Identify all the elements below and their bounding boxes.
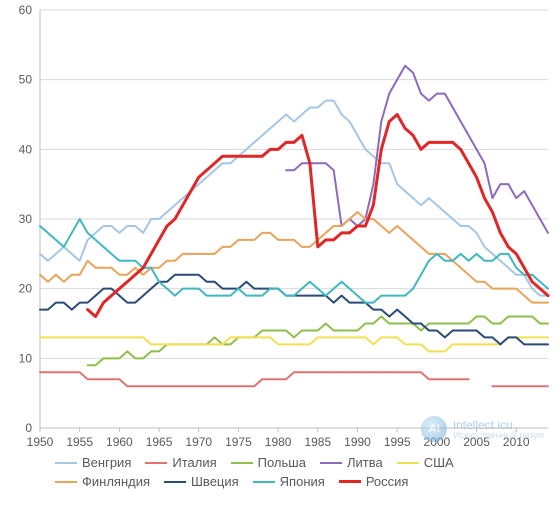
y-tick-label: 10 bbox=[19, 351, 33, 365]
watermark-subtitle: Искусственный разум bbox=[453, 430, 544, 440]
legend-item: США bbox=[397, 455, 454, 470]
legend-label: Япония bbox=[280, 474, 325, 489]
legend-swatch bbox=[320, 462, 342, 464]
x-tick-label: 1995 bbox=[384, 435, 411, 449]
legend-item: Россия bbox=[339, 474, 409, 489]
legend-swatch bbox=[253, 481, 275, 483]
y-tick-label: 20 bbox=[19, 282, 33, 296]
legend-label: Италия bbox=[172, 455, 216, 470]
y-tick-label: 30 bbox=[19, 212, 33, 226]
x-tick-label: 1990 bbox=[344, 435, 371, 449]
legend-label: Финляндия bbox=[82, 474, 150, 489]
legend: Венгрия Италия Польша Литва США Финляндия Швец… bbox=[55, 455, 535, 489]
legend-item: Польша bbox=[231, 455, 306, 470]
y-tick-label: 40 bbox=[19, 142, 33, 156]
x-tick-label: 1965 bbox=[146, 435, 173, 449]
legend-label: Венгрия bbox=[82, 455, 131, 470]
legend-item: Венгрия bbox=[55, 455, 131, 470]
legend-label: Россия bbox=[366, 474, 409, 489]
legend-item: Япония bbox=[253, 474, 325, 489]
legend-item: Финляндия bbox=[55, 474, 150, 489]
y-tick-label: 50 bbox=[19, 73, 33, 87]
x-tick-label: 1950 bbox=[27, 435, 54, 449]
x-tick-label: 1960 bbox=[106, 435, 133, 449]
x-tick-label: 1985 bbox=[304, 435, 331, 449]
legend-label: Литва bbox=[347, 455, 383, 470]
legend-label: Польша bbox=[258, 455, 306, 470]
y-tick-label: 60 bbox=[19, 3, 33, 17]
watermark: Ai intellect.icu Искусственный разум bbox=[421, 416, 544, 442]
legend-swatch bbox=[55, 481, 77, 483]
legend-swatch bbox=[55, 462, 77, 464]
legend-swatch bbox=[397, 462, 419, 464]
legend-label: Швеция bbox=[191, 474, 239, 489]
x-tick-label: 1970 bbox=[185, 435, 212, 449]
x-tick-label: 1980 bbox=[265, 435, 292, 449]
legend-item: Италия bbox=[145, 455, 216, 470]
x-tick-label: 1955 bbox=[66, 435, 93, 449]
legend-swatch bbox=[145, 462, 167, 464]
legend-item: Швеция bbox=[164, 474, 239, 489]
y-tick-label: 0 bbox=[25, 421, 32, 435]
legend-swatch bbox=[339, 480, 361, 483]
legend-label: США bbox=[424, 455, 454, 470]
legend-swatch bbox=[231, 462, 253, 464]
legend-swatch bbox=[164, 481, 186, 483]
watermark-icon: Ai bbox=[421, 416, 447, 442]
x-tick-label: 1975 bbox=[225, 435, 252, 449]
legend-item: Литва bbox=[320, 455, 383, 470]
